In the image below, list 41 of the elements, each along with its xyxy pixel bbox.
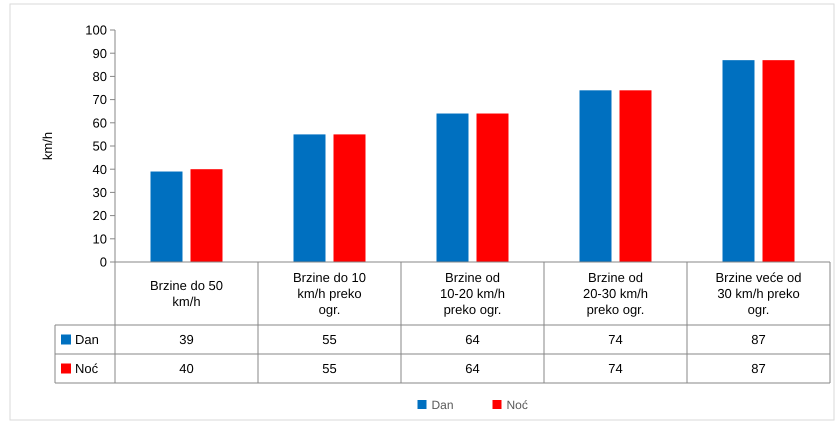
bar (436, 114, 468, 262)
data-label: 64 (465, 332, 480, 348)
data-label: 87 (751, 361, 766, 376)
data-label: 40 (179, 361, 194, 376)
bar (620, 90, 652, 262)
y-tick-label: 40 (92, 162, 107, 177)
bar (476, 114, 508, 262)
text: Dan (432, 398, 454, 412)
text: Noć (506, 398, 528, 412)
y-tick-label: 30 (92, 184, 107, 200)
y-tick-label: 50 (92, 138, 107, 154)
bar (190, 169, 222, 262)
x-tick-label: Brzine veće od 30 km/h preko ogr. (716, 270, 802, 318)
legend-label: Dan (75, 332, 99, 348)
y-axis-title: km/h (40, 132, 55, 160)
y-tick-label: 10 (92, 231, 107, 246)
bar (722, 60, 754, 262)
x-tick-label: Brzine do 10 km/h preko ogr. (293, 270, 366, 318)
data-label: 87 (751, 332, 766, 348)
y-tick-label: 90 (92, 46, 107, 61)
data-label: 74 (608, 332, 623, 348)
y-tick-label: 80 (92, 68, 107, 84)
data-label: 55 (322, 332, 337, 348)
bar (580, 90, 612, 262)
x-tick-label: Brzine od 10-20 km/h preko ogr. (440, 270, 506, 318)
x-tick-label: Brzine od 20-30 km/h preko ogr. (582, 270, 648, 318)
y-tick-label: 20 (92, 208, 107, 224)
y-tick-label: 60 (92, 115, 107, 130)
y-tick-label: 70 (92, 92, 107, 108)
data-label: 74 (608, 361, 623, 376)
bar (334, 134, 366, 262)
y-tick-label: 100 (85, 22, 107, 38)
x-tick-label: Brzine do 50 km/h (150, 278, 223, 310)
data-label: 55 (322, 361, 337, 376)
data-label: 64 (465, 361, 480, 376)
bar (294, 134, 326, 262)
data-label: 39 (179, 332, 194, 348)
bar (762, 60, 794, 262)
legend-label: Noć (75, 361, 99, 376)
y-tick-label: 0 (100, 254, 107, 270)
bar (150, 172, 182, 262)
